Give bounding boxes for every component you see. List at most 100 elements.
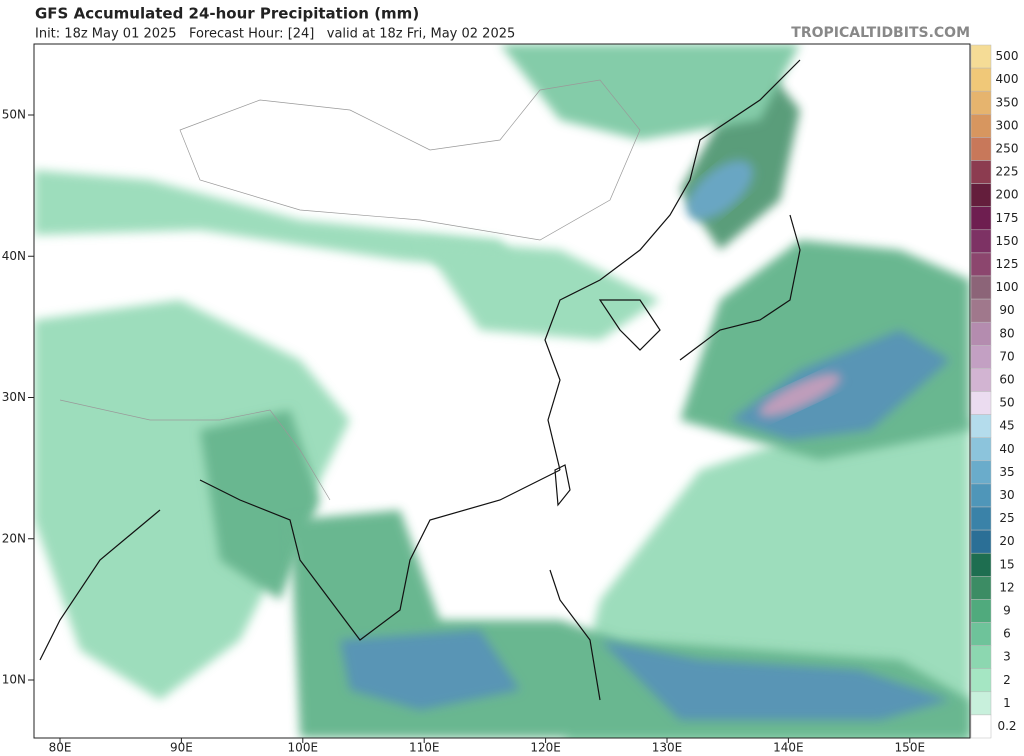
- colorbar-label: 500: [996, 49, 1019, 63]
- colorbar-label: 9: [1003, 603, 1011, 617]
- colorbar-swatch: [970, 229, 992, 254]
- colorbar-label: 300: [996, 118, 1019, 132]
- colorbar-swatch: [970, 67, 992, 92]
- colorbar-label: 40: [999, 442, 1014, 456]
- precip-area: [340, 630, 520, 710]
- colorbar-label: 150: [996, 234, 1019, 248]
- colorbar-swatch: [970, 321, 992, 346]
- precip-area: [686, 160, 754, 220]
- colorbar-swatch: [970, 552, 992, 577]
- colorbar-swatch: [970, 160, 992, 184]
- precip-area: [600, 640, 950, 720]
- colorbar-label: 225: [996, 165, 1019, 179]
- coastline: [199, 469, 561, 641]
- colorbar-swatch: [970, 529, 992, 554]
- colorbar-label: 60: [999, 372, 1014, 386]
- colorbar-swatch: [970, 645, 992, 669]
- colorbar-label: 100: [996, 280, 1019, 294]
- colorbar: 5004003503002502252001751501251009080706…: [970, 44, 1019, 739]
- lon-label: 80E: [49, 741, 72, 755]
- map: [34, 44, 970, 738]
- colorbar-label: 15: [999, 557, 1014, 571]
- colorbar-label: 35: [999, 465, 1014, 479]
- colorbar-label: 80: [999, 326, 1014, 340]
- lon-label: 150E: [895, 741, 926, 755]
- colorbar-swatch: [970, 668, 992, 693]
- colorbar-label: 90: [999, 303, 1014, 317]
- lat-label: 10N: [2, 673, 26, 687]
- colorbar-label: 125: [996, 257, 1019, 271]
- colorbar-swatch: [970, 599, 992, 623]
- coastline: [549, 569, 601, 701]
- precip-area: [200, 410, 320, 600]
- colorbar-label: 30: [999, 488, 1014, 502]
- colorbar-label: 50: [999, 396, 1014, 410]
- map-frame: [33, 43, 971, 739]
- colorbar-label: 3: [1003, 650, 1011, 664]
- lat-label: 30N: [2, 390, 26, 404]
- colorbar-swatch: [970, 90, 992, 115]
- colorbar-swatch: [970, 137, 992, 161]
- colorbar-label: 1: [1003, 696, 1011, 710]
- precip-area: [34, 170, 520, 270]
- colorbar-label: 0.2: [997, 719, 1016, 733]
- colorbar-swatch: [970, 576, 992, 600]
- border: [59, 399, 331, 501]
- colorbar-swatch: [970, 506, 992, 531]
- subtitle: Init: 18z May 01 2025 Forecast Hour: [24…: [35, 27, 515, 42]
- colorbar-swatch: [970, 622, 992, 646]
- colorbar-label: 350: [996, 95, 1019, 109]
- coastline: [39, 509, 161, 661]
- borders: [59, 79, 641, 501]
- coastline: [554, 464, 571, 507]
- lon-label: 130E: [652, 741, 683, 755]
- precip-area: [420, 240, 660, 340]
- colorbar-swatch: [970, 44, 992, 69]
- colorbar-label: 70: [999, 349, 1014, 363]
- colorbar-swatch: [970, 345, 992, 369]
- colorbar-swatch: [970, 714, 992, 739]
- colorbar-label: 25: [999, 511, 1014, 525]
- coastline: [544, 59, 801, 471]
- lon-label: 100E: [288, 741, 319, 755]
- lon-label: 120E: [530, 741, 561, 755]
- colorbar-label: 2: [1003, 673, 1011, 687]
- site-name: TROPICALTIDBITS.COM: [791, 25, 970, 41]
- lat-label: 50N: [2, 108, 26, 122]
- colorbar-swatch: [970, 275, 992, 300]
- precip-area: [758, 373, 842, 417]
- lat-label: 20N: [2, 531, 26, 545]
- colorbar-swatch: [970, 437, 992, 462]
- title: GFS Accumulated 24-hour Precipitation (m…: [35, 5, 419, 23]
- lon-label: 140E: [773, 741, 804, 755]
- coastlines: [39, 59, 801, 701]
- colorbar-swatch: [970, 206, 992, 231]
- colorbar-label: 12: [999, 580, 1014, 594]
- colorbar-label: 250: [996, 141, 1019, 155]
- precip-field: [34, 44, 970, 738]
- colorbar-label: 6: [1003, 627, 1011, 641]
- colorbar-label: 200: [996, 188, 1019, 202]
- colorbar-label: 20: [999, 534, 1014, 548]
- coastline: [679, 214, 801, 361]
- colorbar-swatch: [970, 460, 992, 485]
- colorbar-label: 175: [996, 211, 1019, 225]
- precip-area: [500, 44, 800, 140]
- colorbar-swatch: [970, 414, 992, 438]
- colorbar-swatch: [970, 114, 992, 138]
- colorbar-label: 400: [996, 72, 1019, 86]
- lon-label: 90E: [170, 741, 193, 755]
- colorbar-swatch: [970, 252, 992, 277]
- colorbar-swatch: [970, 183, 992, 207]
- axes: 50N 40N 30N 20N 10N 80E 90E 100E 110E 120E 130E 140…: [2, 108, 925, 755]
- colorbar-swatch: [970, 368, 992, 392]
- coastline: [598, 299, 661, 351]
- lon-label: 110E: [409, 741, 440, 755]
- precip-area: [34, 300, 350, 700]
- colorbar-swatch: [970, 298, 992, 323]
- colorbar-label: 45: [999, 419, 1014, 433]
- colorbar-swatch: [970, 483, 992, 508]
- lat-label: 40N: [2, 249, 26, 263]
- colorbar-swatch: [970, 391, 992, 415]
